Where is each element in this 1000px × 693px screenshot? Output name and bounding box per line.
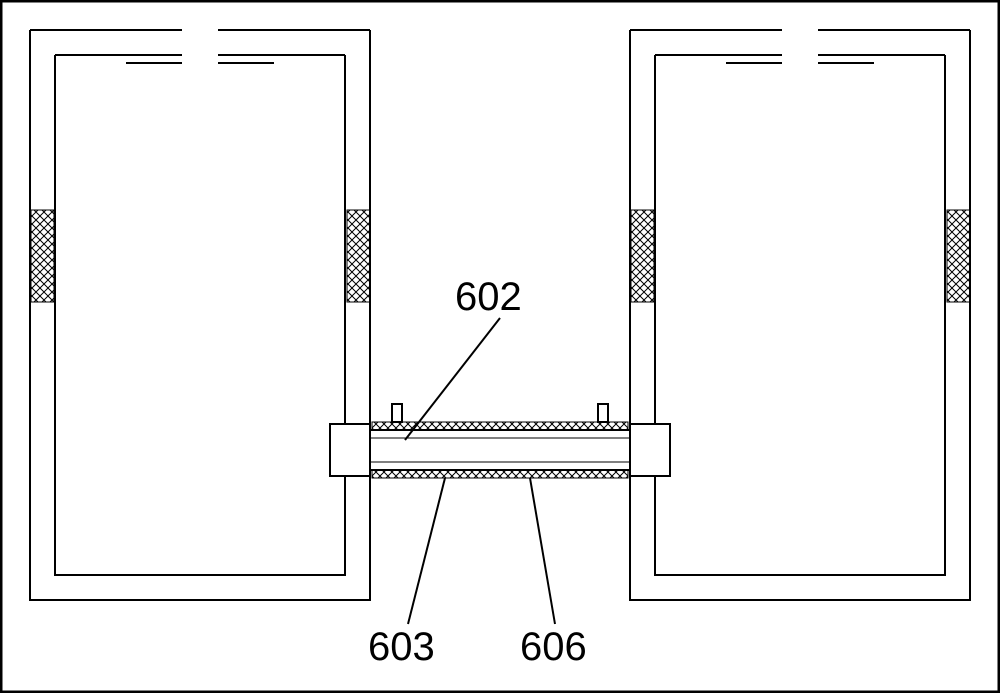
- connector-pin: [598, 404, 608, 422]
- inner-box: [655, 55, 945, 575]
- connector-endcap: [330, 424, 370, 476]
- outer-box: [30, 30, 370, 600]
- label-606: 606: [520, 625, 587, 669]
- connector-hatch-bottom: [372, 470, 628, 478]
- figure-frame: [1, 1, 999, 692]
- connector-bar: [330, 430, 670, 470]
- label-603: 603: [368, 625, 435, 669]
- connector-pin: [392, 404, 402, 422]
- connector-endcap: [630, 424, 670, 476]
- side-hatch-strip: [631, 210, 654, 302]
- connector-hatch-top: [372, 422, 628, 430]
- side-hatch-strip: [31, 210, 54, 302]
- inner-box: [55, 55, 345, 575]
- leader-603: [408, 478, 445, 624]
- outer-box: [630, 30, 970, 600]
- side-hatch-strip: [947, 210, 970, 302]
- side-hatch-strip: [347, 210, 370, 302]
- leader-606: [530, 478, 555, 624]
- label-602: 602: [455, 275, 522, 319]
